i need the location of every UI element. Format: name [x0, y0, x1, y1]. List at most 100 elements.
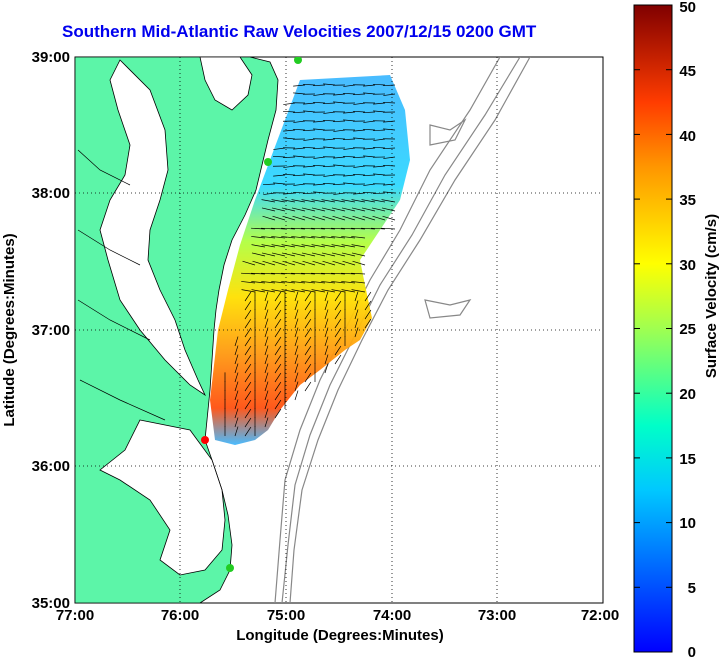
velocity-vector: [251, 244, 266, 248]
velocity-vector: [283, 137, 296, 140]
velocity-vector: [324, 327, 329, 338]
velocity-vector: [331, 244, 346, 248]
velocity-vector: [363, 120, 376, 123]
x-tick-label: 77:00: [56, 607, 94, 624]
velocity-vector: [371, 207, 386, 212]
velocity-vector: [373, 173, 386, 176]
velocity-vector: [303, 83, 316, 86]
delaware-bay: [199, 57, 253, 111]
velocity-vector: [293, 174, 306, 177]
velocity-vector: [294, 327, 299, 338]
velocity-vector: [354, 318, 359, 329]
velocity-vector: [273, 147, 286, 150]
velocity-vector: [301, 252, 316, 257]
velocity-vector: [343, 111, 356, 114]
x-tick-label: 72:00: [581, 607, 619, 624]
velocity-vector: [331, 227, 346, 230]
velocity-vector: [274, 300, 282, 311]
velocity-vector: [291, 272, 306, 275]
velocity-vector: [311, 272, 326, 275]
colorbar-tick-label: 15: [679, 451, 696, 468]
velocity-vector: [261, 281, 276, 284]
velocity-vector: [333, 129, 346, 132]
velocity-vector: [241, 289, 256, 293]
velocity-vector: [304, 354, 312, 365]
velocity-vector: [274, 336, 282, 347]
velocity-vector: [322, 215, 336, 221]
colorbar-tick-label: 45: [679, 63, 696, 80]
velocity-vector: [323, 111, 336, 114]
velocity-vector: [291, 252, 306, 257]
velocity-vector: [354, 291, 359, 302]
velocity-vector: [234, 336, 239, 347]
velocity-vector: [383, 120, 396, 123]
velocity-vector: [342, 260, 356, 266]
velocity-vector: [244, 426, 252, 437]
velocity-vector: [351, 252, 366, 257]
station-marker: [201, 436, 209, 444]
velocity-vector: [244, 408, 252, 419]
velocity-vector: [334, 291, 342, 302]
velocity-vector: [244, 345, 252, 356]
velocity-vector: [353, 173, 366, 176]
velocity-vector: [333, 183, 346, 186]
velocity-vector: [363, 155, 376, 158]
velocity-vector: [312, 215, 326, 221]
station-marker: [294, 57, 302, 64]
velocity-vector: [244, 417, 252, 428]
velocity-vector: [294, 345, 299, 356]
velocity-vector: [304, 372, 312, 383]
velocity-vector: [311, 207, 326, 212]
velocity-vector: [283, 110, 296, 113]
velocity-vector: [244, 327, 252, 338]
velocity-vector: [323, 138, 336, 141]
velocity-vector: [324, 291, 329, 302]
velocity-vector: [264, 417, 269, 428]
velocity-vector: [281, 252, 296, 257]
velocity-vector: [234, 390, 239, 401]
velocity-vector: [283, 102, 296, 105]
colorbar-tick-label: 50: [679, 0, 696, 16]
velocity-vector: [293, 111, 306, 114]
velocity-vector: [271, 281, 286, 284]
velocity-vector: [261, 272, 276, 275]
velocity-vector: [343, 84, 356, 87]
colorbar-tick-label: 40: [679, 128, 696, 145]
velocity-vector: [261, 199, 276, 203]
velocity-vector: [311, 227, 326, 230]
velocity-vector: [334, 300, 342, 311]
velocity-vector: [321, 272, 336, 275]
velocity-vector: [271, 207, 286, 212]
velocity-vector: [294, 336, 299, 347]
velocity-vector: [304, 381, 312, 392]
velocity-vectors: [224, 83, 396, 437]
velocity-vector: [264, 336, 269, 347]
river-line: [77, 149, 131, 186]
velocity-vector: [323, 182, 336, 185]
velocity-vector: [271, 236, 286, 239]
velocity-vector: [324, 318, 329, 329]
velocity-vector: [351, 272, 366, 275]
velocity-vector: [283, 173, 296, 176]
velocity-vector: [271, 199, 286, 203]
velocity-vector: [324, 300, 329, 311]
velocity-vector: [371, 227, 386, 230]
river-line: [79, 379, 166, 421]
velocity-vector: [363, 147, 376, 150]
velocity-vector: [334, 354, 342, 365]
velocity-vector: [343, 182, 356, 185]
velocity-vector: [312, 260, 326, 266]
velocity-vector: [281, 199, 296, 203]
velocity-vector: [313, 147, 326, 150]
velocity-vector: [361, 207, 376, 212]
velocity-field: [210, 75, 410, 445]
velocity-vector: [351, 244, 366, 248]
velocity-vector: [304, 327, 312, 338]
velocity-vector: [293, 147, 306, 150]
velocity-vector: [244, 291, 252, 302]
velocity-vector: [383, 101, 396, 104]
velocity-vector: [294, 318, 299, 329]
velocity-vector: [343, 147, 356, 150]
velocity-vector: [272, 215, 286, 221]
y-tick-label: 35:00: [32, 595, 70, 612]
